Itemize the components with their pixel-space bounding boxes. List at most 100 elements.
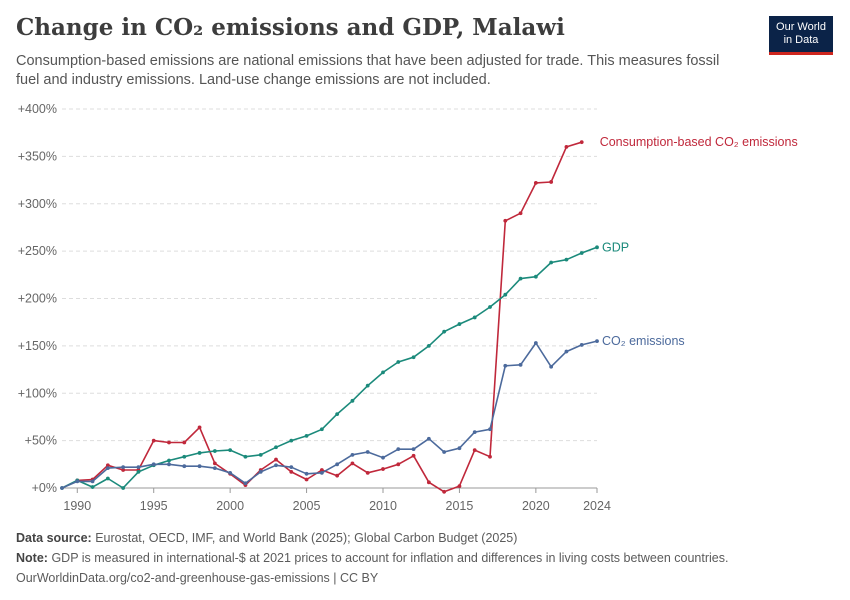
data-point <box>274 457 278 462</box>
chart-title: Change in CO₂ emissions and GDP, Malawi <box>16 14 565 41</box>
data-point <box>533 274 538 279</box>
chart-subtitle: Consumption-based emissions are national… <box>16 53 720 88</box>
data-point <box>503 292 508 297</box>
data-point <box>105 476 110 481</box>
series-line <box>61 340 598 489</box>
data-point <box>381 455 385 460</box>
data-point <box>365 470 370 475</box>
y-tick-label: +100% <box>18 386 57 400</box>
data-point <box>182 464 187 469</box>
data-point <box>518 362 523 367</box>
data-point <box>549 260 554 265</box>
note-line: Note: GDP is measured in international-$… <box>16 548 728 568</box>
data-point <box>289 469 294 474</box>
data-point <box>503 363 508 368</box>
data-point <box>457 484 462 489</box>
data-point <box>426 343 431 348</box>
data-point <box>182 440 187 445</box>
data-point <box>579 140 584 145</box>
data-point <box>212 449 217 453</box>
data-point <box>411 453 416 458</box>
source-text: Eurostat, OECD, IMF, and World Bank (202… <box>95 531 518 545</box>
data-point <box>396 447 401 452</box>
data-point <box>472 315 477 320</box>
data-point <box>75 479 80 484</box>
data-point <box>105 466 110 471</box>
y-tick-label: +350% <box>18 149 57 163</box>
x-tick-label: 2015 <box>446 499 474 513</box>
x-tick-label: 2024 <box>583 499 611 513</box>
data-point <box>197 451 202 455</box>
data-point <box>319 427 324 432</box>
data-point <box>197 464 202 469</box>
data-point <box>503 218 508 223</box>
y-tick-label: +50% <box>25 434 57 448</box>
chart-footer: Data source: Eurostat, OECD, IMF, and Wo… <box>16 528 728 588</box>
data-point <box>442 329 447 334</box>
data-point <box>411 447 416 452</box>
data-point <box>472 430 477 434</box>
data-point <box>90 485 95 489</box>
y-tick-label: +150% <box>18 339 57 353</box>
data-point <box>350 398 355 403</box>
data-point <box>319 470 324 475</box>
data-point <box>457 446 462 451</box>
source-label: Data source: <box>16 531 92 545</box>
x-tick-label: 2000 <box>216 499 244 513</box>
data-point <box>136 469 141 474</box>
y-tick-label: +0% <box>32 481 57 495</box>
data-point <box>289 465 294 470</box>
data-point <box>243 481 248 486</box>
data-point <box>533 181 538 185</box>
data-point <box>319 468 324 472</box>
data-point <box>426 480 431 485</box>
data-point <box>121 486 126 490</box>
logo-line-1: Our World <box>776 21 826 33</box>
data-point <box>304 471 309 476</box>
y-tick-label: +400% <box>18 102 57 116</box>
data-point <box>533 341 538 345</box>
data-point <box>350 461 355 466</box>
owid-logo[interactable]: Our World in Data <box>769 16 833 55</box>
y-tick-label: +200% <box>18 292 57 306</box>
data-point <box>258 452 263 457</box>
note-label: Note: <box>16 551 48 565</box>
data-point <box>304 477 309 482</box>
data-point <box>335 473 340 478</box>
data-point <box>595 245 599 250</box>
data-point <box>579 251 584 255</box>
logo-line-2: in Data <box>783 34 819 46</box>
data-point <box>335 462 340 467</box>
data-point <box>381 467 385 471</box>
data-point <box>151 438 156 443</box>
data-point <box>396 462 401 467</box>
data-point <box>212 461 217 466</box>
series-label: Consumption-based CO₂ emissions <box>600 135 798 149</box>
data-point <box>365 383 370 388</box>
x-tick-label: 1990 <box>63 499 91 513</box>
data-point <box>595 339 599 344</box>
data-point <box>549 180 554 184</box>
data-point <box>488 427 492 432</box>
data-point <box>289 438 294 443</box>
data-point <box>564 145 569 149</box>
x-tick-label: 2020 <box>522 499 550 513</box>
x-tick-label: 2005 <box>293 499 321 513</box>
source-url[interactable]: OurWorldinData.org/co2-and-greenhouse-ga… <box>16 571 379 585</box>
data-point <box>488 454 492 459</box>
data-point <box>228 470 233 475</box>
data-point <box>228 448 233 452</box>
data-point <box>518 276 523 281</box>
y-tick-label: +300% <box>18 197 57 211</box>
data-point <box>381 370 385 375</box>
data-point <box>442 450 447 454</box>
data-point <box>167 462 171 467</box>
data-point <box>197 425 202 430</box>
data-point <box>518 211 523 216</box>
data-point <box>335 412 340 416</box>
data-point <box>258 469 263 474</box>
data-point <box>136 465 141 470</box>
source-line: Data source: Eurostat, OECD, IMF, and Wo… <box>16 528 728 548</box>
data-point <box>472 448 477 452</box>
data-point <box>90 479 95 484</box>
